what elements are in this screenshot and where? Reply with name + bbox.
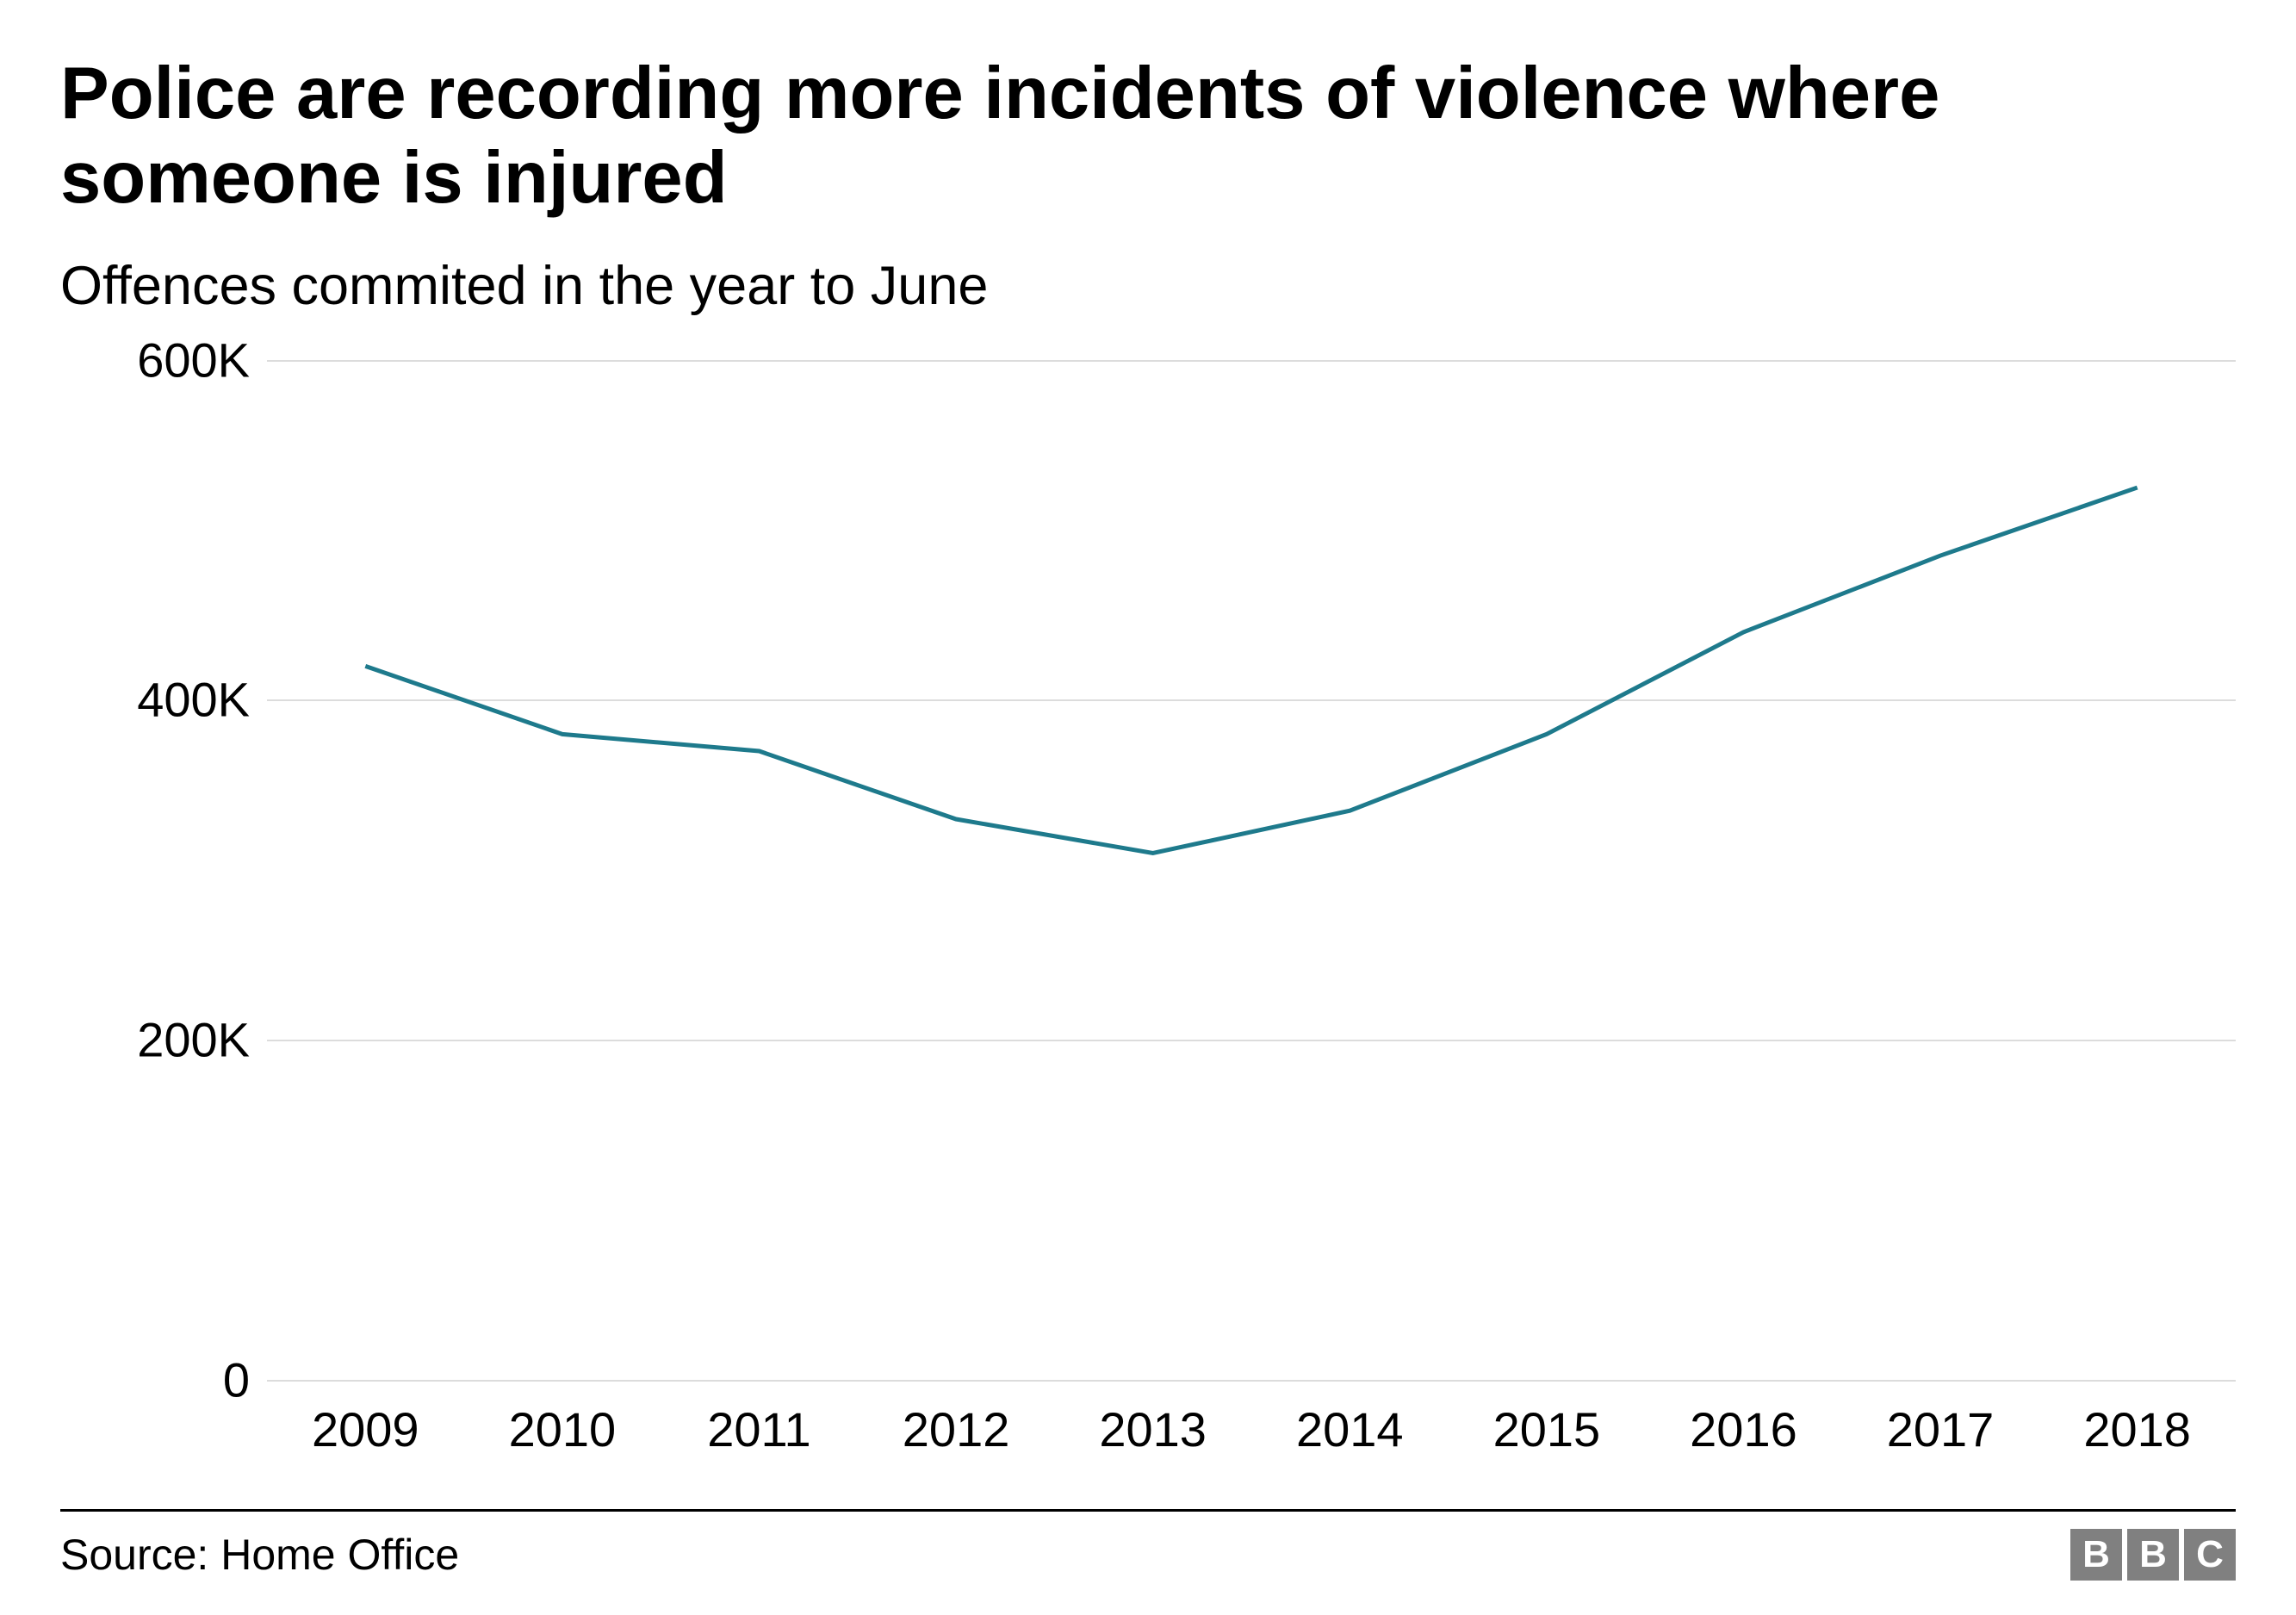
plot-area [267,360,2236,1381]
y-tick-label: 200K [137,1012,250,1068]
chart-footer: Source: Home Office BBC [60,1509,2236,1581]
x-tick-label: 2009 [267,1401,464,1457]
gridline [267,1380,2236,1382]
bbc-logo: BBC [2070,1529,2236,1581]
x-tick-label: 2014 [1251,1401,1449,1457]
source-text: Source: Home Office [60,1530,459,1580]
data-line [365,488,2137,853]
x-tick-label: 2013 [1054,1401,1251,1457]
x-tick-label: 2016 [1645,1401,1842,1457]
bbc-logo-box: B [2070,1529,2122,1581]
y-axis: 0200K400K600K [60,360,267,1381]
bbc-logo-box: B [2127,1529,2179,1581]
chart-area: 0200K400K600K [60,360,2236,1381]
chart-subtitle: Offences commited in the year to June [60,255,2236,317]
x-tick-label: 2017 [1842,1401,2039,1457]
x-axis: 2009201020112012201320142015201620172018 [60,1401,2236,1457]
line-series [267,360,2236,1381]
x-tick-label: 2018 [2038,1401,2236,1457]
x-tick-label: 2010 [464,1401,661,1457]
x-tick-label: 2011 [661,1401,858,1457]
bbc-logo-box: C [2184,1529,2236,1581]
y-tick-label: 400K [137,672,250,728]
y-tick-label: 600K [137,332,250,388]
y-tick-label: 0 [223,1352,250,1408]
x-tick-label: 2015 [1449,1401,1646,1457]
x-tick-label: 2012 [858,1401,1055,1457]
chart-title: Police are recording more incidents of v… [60,52,2236,221]
